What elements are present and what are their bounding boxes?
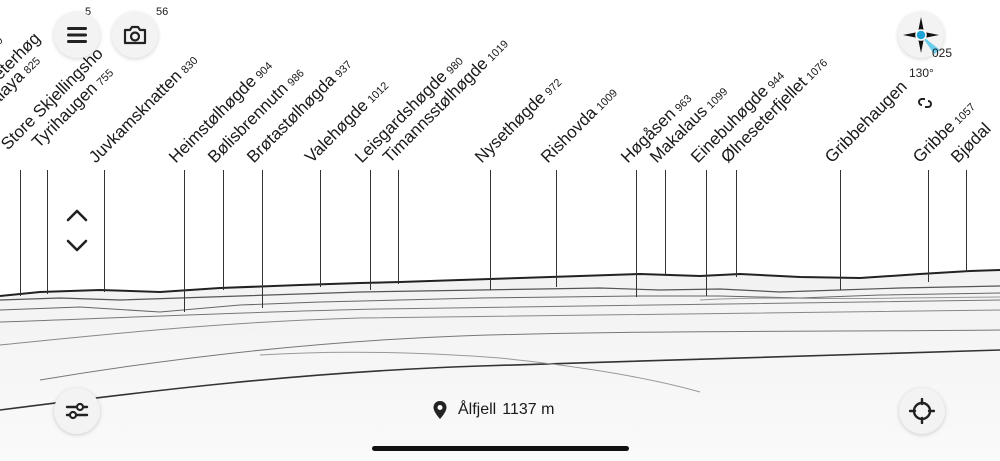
peak-line bbox=[706, 170, 707, 296]
peak-line bbox=[370, 170, 371, 290]
peak-line bbox=[556, 170, 557, 287]
compass-icon bbox=[903, 17, 940, 54]
peak-line bbox=[47, 170, 48, 294]
chevron-up-icon[interactable] bbox=[64, 205, 90, 225]
peak-line bbox=[320, 170, 321, 287]
ridge-9 bbox=[699, 296, 1000, 301]
peak-line bbox=[636, 170, 637, 297]
peak-line bbox=[262, 170, 263, 308]
location-name: Ålfjell bbox=[458, 401, 497, 418]
ridge-2 bbox=[0, 285, 1000, 301]
compass-heading: 130° bbox=[909, 66, 934, 80]
menu-button[interactable] bbox=[54, 12, 100, 58]
home-indicator[interactable] bbox=[372, 446, 629, 451]
location-elevation: 1137 m bbox=[502, 401, 555, 418]
location-pin-icon bbox=[433, 401, 447, 419]
peak-line bbox=[20, 170, 21, 296]
partial-elev-right: 56 bbox=[156, 6, 169, 18]
peak-line bbox=[966, 170, 967, 272]
peak-line bbox=[840, 170, 841, 290]
peak-line bbox=[398, 170, 399, 284]
ridge-8 bbox=[259, 351, 701, 393]
peak-line bbox=[223, 170, 224, 290]
skyline-ridge bbox=[0, 269, 1000, 297]
peak-line bbox=[665, 170, 666, 276]
partial-elev-left: 5 bbox=[85, 6, 92, 18]
compass-button[interactable] bbox=[898, 12, 944, 58]
camera-icon bbox=[123, 25, 147, 45]
peak-line bbox=[736, 170, 737, 277]
ridge-6 bbox=[39, 329, 1000, 381]
chevron-down-icon[interactable] bbox=[64, 236, 90, 256]
compass-extra: 025 bbox=[932, 46, 953, 60]
settings-button[interactable] bbox=[54, 388, 100, 434]
crosshair-icon bbox=[909, 398, 935, 424]
sliders-icon bbox=[65, 402, 89, 420]
peak-line bbox=[104, 170, 105, 292]
ridge-7 bbox=[0, 349, 1000, 411]
peak-line bbox=[928, 170, 929, 282]
camera-button[interactable] bbox=[112, 12, 158, 58]
link-icon bbox=[918, 98, 932, 108]
peak-line bbox=[184, 170, 185, 312]
current-location[interactable]: Ålfjell 1137 m bbox=[432, 398, 554, 422]
peak-line bbox=[490, 170, 491, 290]
locate-button[interactable] bbox=[899, 388, 945, 434]
hamburger-menu-icon bbox=[67, 27, 87, 43]
